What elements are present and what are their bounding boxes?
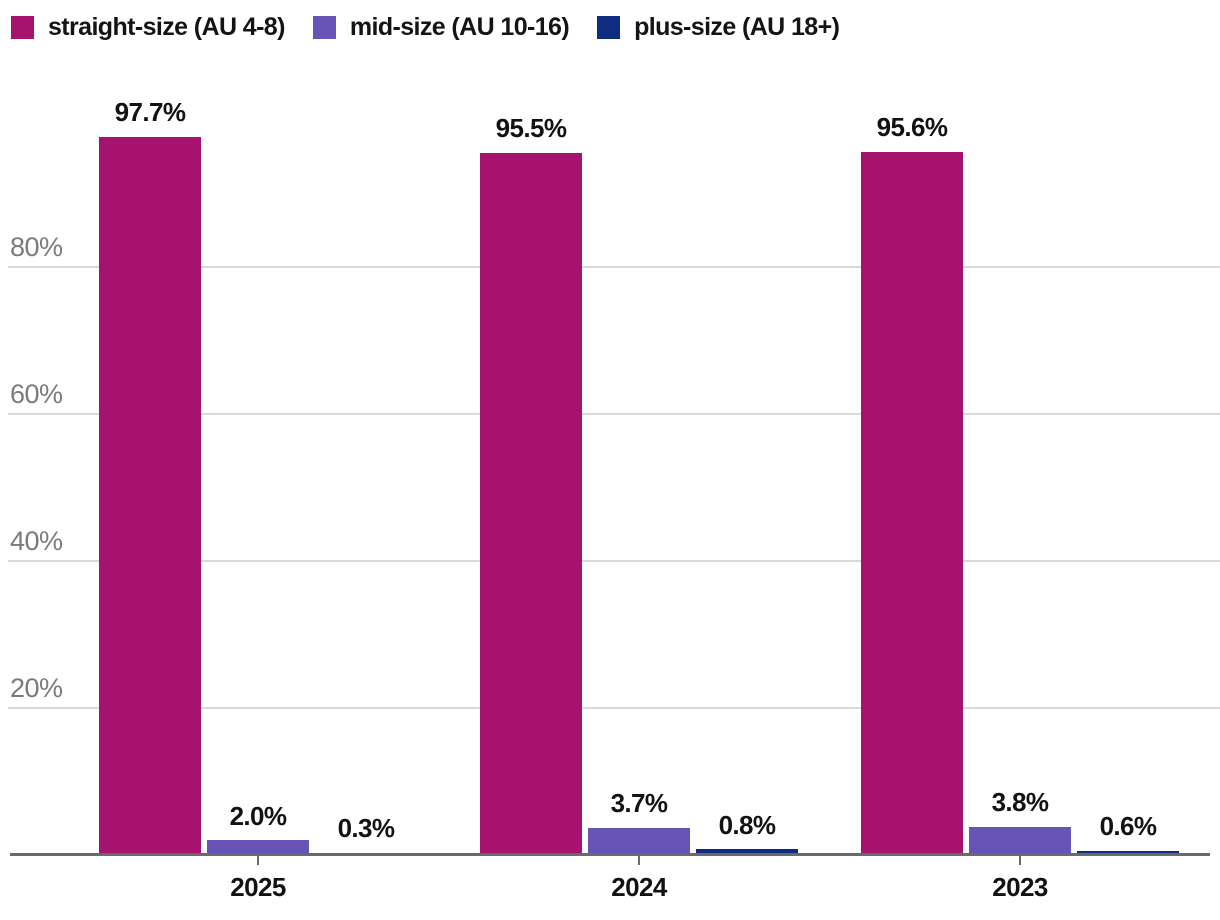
bar-2023-series-0[interactable] (861, 152, 963, 855)
x-axis-tick (1019, 856, 1021, 865)
legend-swatch-icon (312, 16, 336, 39)
bar-2025-series-1[interactable] (207, 840, 309, 855)
legend-item-0[interactable]: straight-size (AU 4-8) (11, 13, 285, 42)
x-axis-label-2024: 2024 (611, 872, 667, 902)
x-axis-label-2025: 2025 (230, 872, 286, 902)
bar-2023-series-2[interactable] (1077, 850, 1179, 855)
legend-label: straight-size (AU 4-8) (48, 13, 285, 41)
x-axis-tick (257, 856, 259, 865)
legend-item-1[interactable]: mid-size (AU 10-16) (312, 13, 570, 42)
bar-value-label: 97.7% (114, 97, 186, 128)
bar-value-label: 95.6% (876, 112, 948, 143)
legend-item-2[interactable]: plus-size (AU 18+) (597, 13, 840, 42)
y-axis-label: 40% (10, 525, 63, 556)
legend-swatch-icon (597, 16, 621, 39)
y-axis-label: 60% (10, 378, 63, 409)
gridline (8, 559, 1220, 562)
gridline (8, 706, 1220, 709)
legend-label: plus-size (AU 18+) (634, 13, 840, 41)
bar-value-label: 0.6% (1099, 811, 1157, 841)
x-axis-tick (638, 856, 640, 865)
bar-value-label: 3.8% (991, 787, 1049, 818)
bar-2025-series-0[interactable] (99, 136, 201, 855)
bar-2024-series-0[interactable] (480, 152, 582, 855)
bar-value-label: 95.5% (495, 113, 567, 144)
legend-swatch-icon (11, 16, 34, 39)
bar-value-label: 0.8% (718, 809, 776, 840)
gridline (8, 265, 1220, 268)
bar-value-label: 2.0% (229, 800, 287, 831)
gridline (8, 412, 1220, 415)
bar-2023-series-1[interactable] (969, 827, 1071, 855)
x-axis-label-2023: 2023 (992, 872, 1048, 902)
y-axis-label: 20% (10, 672, 63, 703)
bar-value-label: 0.3% (337, 813, 395, 844)
y-axis-label: 80% (10, 231, 63, 262)
x-axis-line (10, 853, 1210, 856)
bar-2024-series-1[interactable] (588, 827, 690, 855)
bar-2024-series-2[interactable] (696, 849, 798, 855)
legend-label: mid-size (AU 10-16) (349, 13, 570, 41)
legend: straight-size (AU 4-8) mid-size (AU 10-16… (11, 13, 840, 42)
bar-value-label: 3.7% (610, 788, 668, 819)
